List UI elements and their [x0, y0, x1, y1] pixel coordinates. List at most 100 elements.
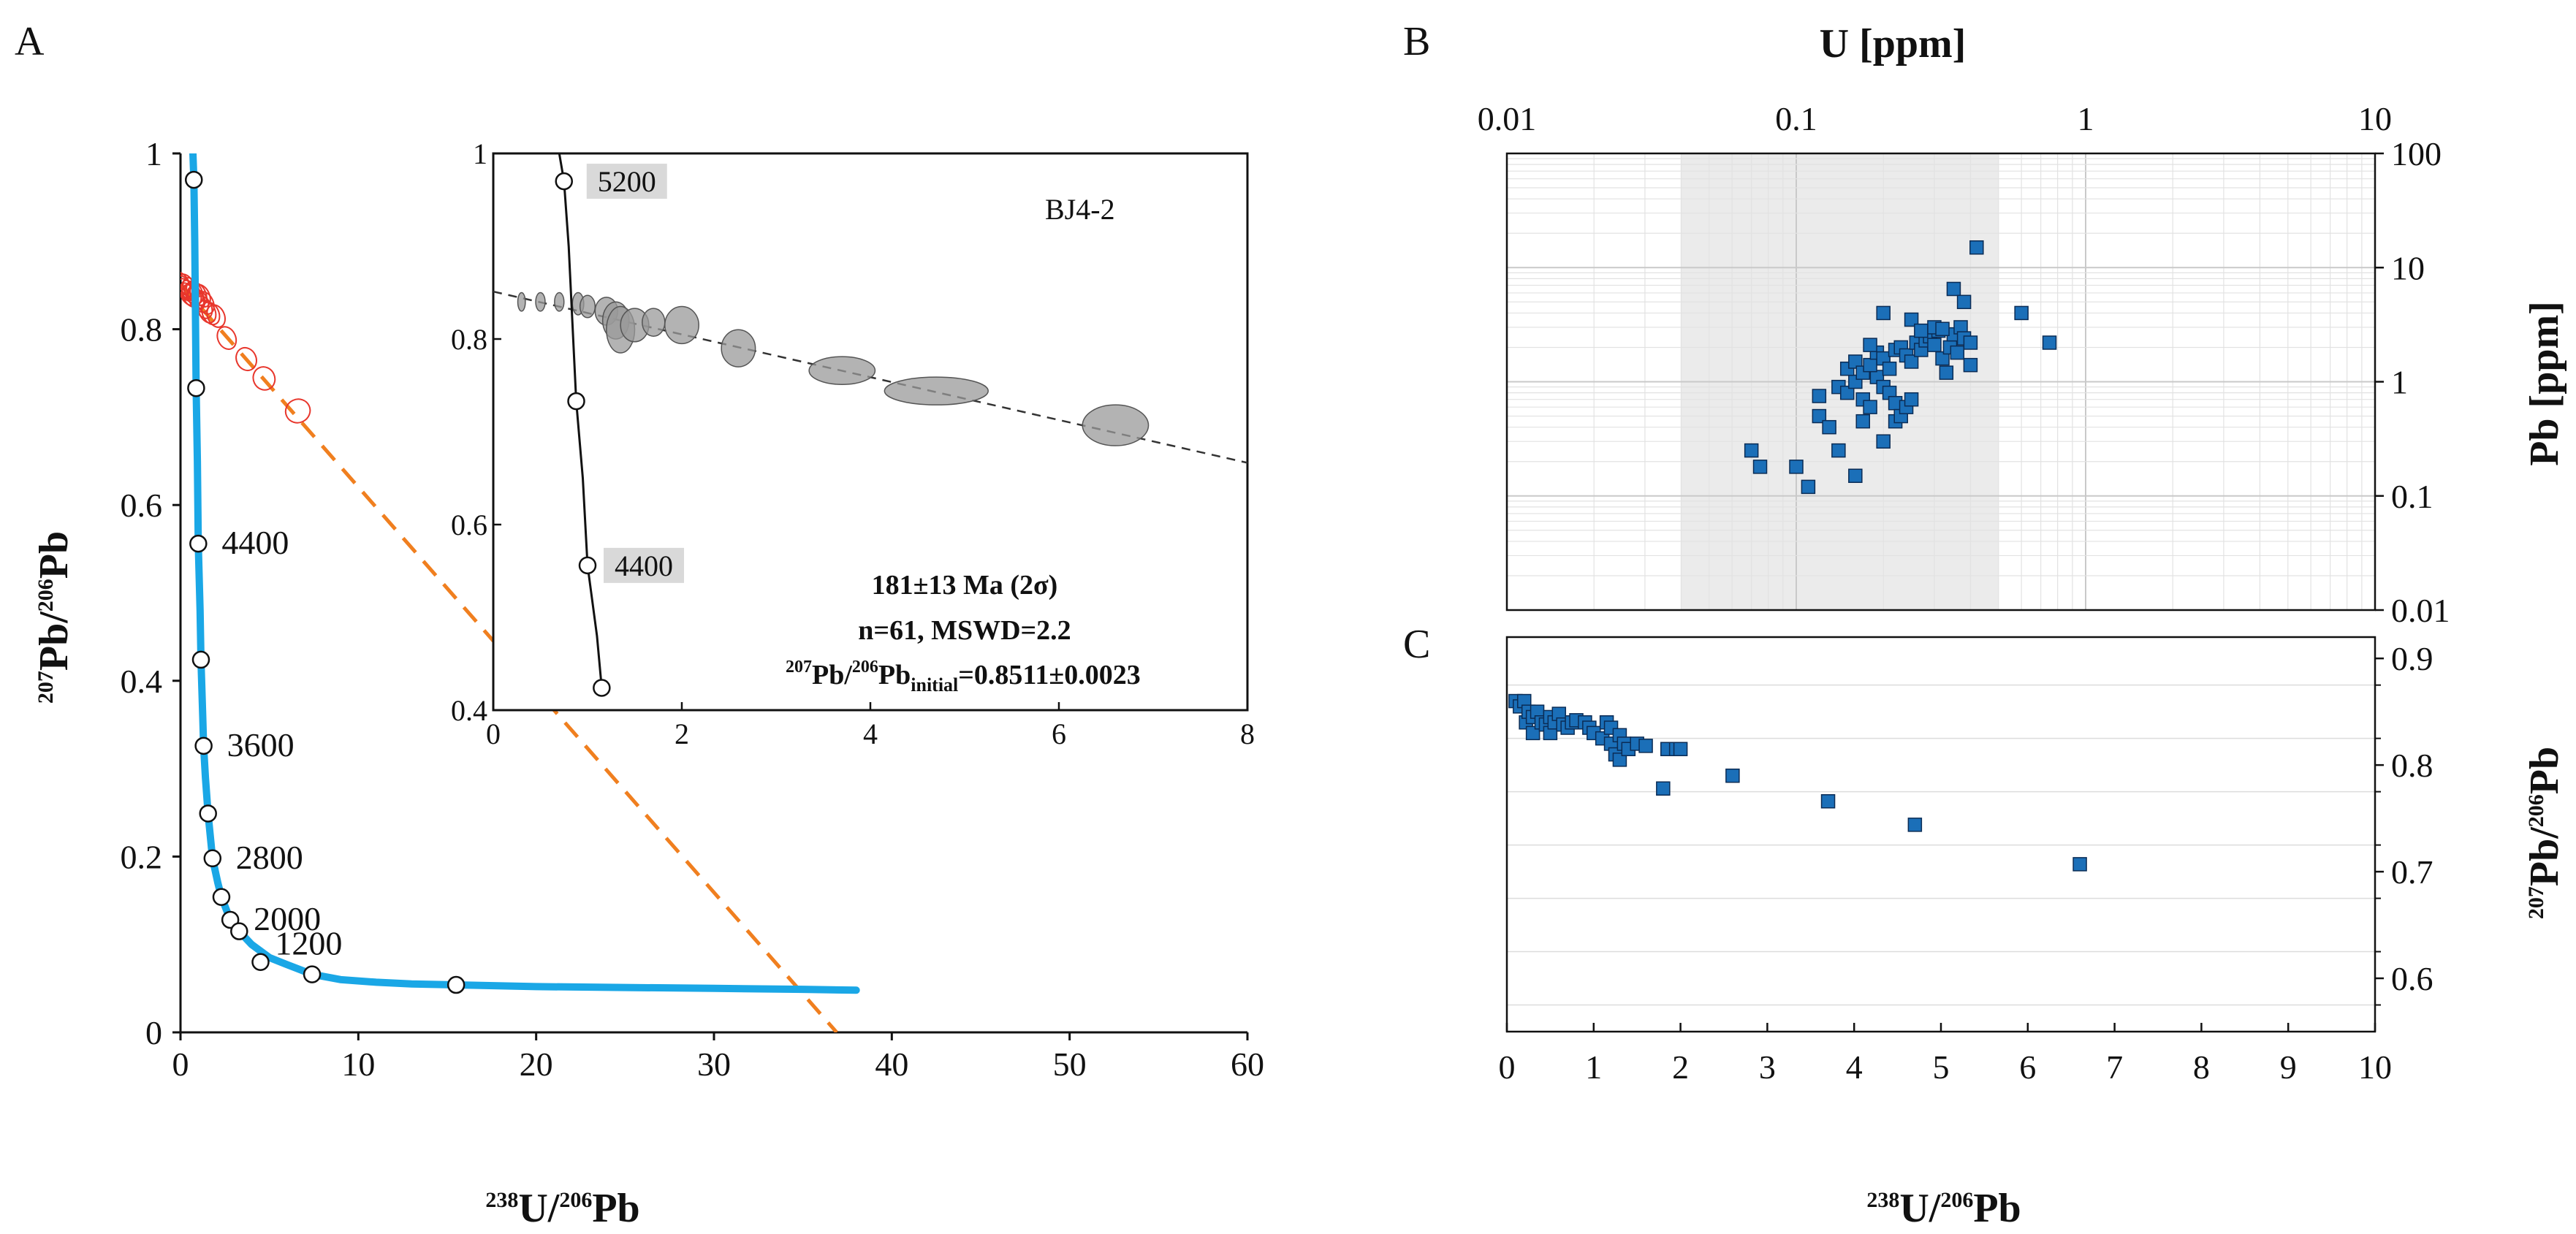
- panel-b-point: [1863, 400, 1877, 414]
- inset-data-ellipse: [536, 293, 545, 311]
- panel-a-x-tick-label: 60: [1231, 1046, 1264, 1083]
- panel-b-point: [1832, 444, 1845, 457]
- panel-c-y-tick-label: 0.8: [2391, 747, 2433, 784]
- panel-a-concordia-marker: [190, 536, 206, 552]
- inset-initial-ratio-stat: 207Pb/206Pbinitial=0.8511±0.0023: [786, 658, 1141, 696]
- panel-a-y-tick-label: 0.6: [121, 487, 163, 524]
- panel-b-x-title: U [ppm]: [1820, 21, 1967, 66]
- panel-b-point: [1915, 324, 1928, 338]
- panel-a-concordia-marker: [196, 738, 212, 754]
- inset-data-ellipse: [665, 307, 699, 344]
- panel-b-point: [1958, 295, 1971, 308]
- panel-a-concordia-markers: [186, 172, 464, 993]
- panel-c-x-tick-label: 0: [1499, 1048, 1516, 1086]
- panel-c-x-tick-label: 7: [2106, 1048, 2123, 1086]
- panel-c-x-tick-label: 1: [1585, 1048, 1602, 1086]
- inset-initial-sup-207: 207: [786, 658, 812, 677]
- panel-b-y-title: Pb [ppm]: [2522, 301, 2567, 466]
- panel-b-point: [1964, 359, 1977, 372]
- inset-data-ellipse: [809, 357, 875, 384]
- panel-c-x-tick-label: 6: [2019, 1048, 2036, 1086]
- panel-a-age-label: 3600: [227, 726, 295, 763]
- panel-b-point: [2015, 306, 2028, 319]
- panel-a-x-tick-label: 10: [341, 1046, 375, 1083]
- panel-b-point: [1950, 346, 1964, 359]
- panel-a-concordia-marker: [200, 805, 216, 821]
- panel-a-x-tick-label: 40: [875, 1046, 908, 1083]
- panel-c-y-title: 207Pb/206Pb: [2522, 747, 2567, 919]
- panel-b-x-tick-label: 0.01: [1478, 100, 1537, 137]
- inset-y-tick-label: 0.8: [451, 323, 487, 356]
- panel-b-y-tick-label: 1: [2391, 364, 2408, 401]
- inset-initial-sup-206: 206: [852, 658, 878, 677]
- panel-b-y-ticks: 100 10 1 0.1 0.01: [2375, 135, 2450, 629]
- panel-a-y-tick-label: 0.2: [121, 838, 163, 875]
- inset-concordia-marker: [580, 557, 596, 574]
- panel-a-y-tick-label: 0.8: [121, 311, 163, 349]
- panel-c-point: [2073, 858, 2086, 871]
- panel-b-point: [1877, 306, 1890, 319]
- panel-b-x-tick-label: 10: [2358, 100, 2392, 137]
- inset-x-tick-label: 6: [1052, 717, 1066, 750]
- panel-c-point: [1639, 739, 1652, 753]
- panel-a-y-ticks: 0 0.2 0.4 0.6 0.8 1: [121, 135, 181, 1051]
- inset-sample-label: BJ4-2: [1045, 193, 1115, 226]
- panel-a-age-label: 4400: [221, 524, 289, 561]
- panel-b-point: [1801, 480, 1815, 493]
- inset-x-tick-label: 4: [863, 717, 878, 750]
- panel-b-point: [1947, 282, 1960, 295]
- inset-x-tick-label: 0: [486, 717, 501, 750]
- panel-b-point: [1745, 444, 1758, 457]
- panel-b-y-tick-label: 10: [2391, 249, 2425, 286]
- panel-b-y-tick-label: 0.01: [2391, 592, 2450, 629]
- panel-a-x-tick-label: 0: [172, 1046, 189, 1083]
- panel-a-y-tick-label: 1: [145, 135, 162, 172]
- panel-c-x-tick-label: 3: [1759, 1048, 1776, 1086]
- panel-b-point: [1849, 469, 1862, 482]
- panel-b-point: [1964, 336, 1977, 349]
- panel-b-point: [2043, 336, 2056, 349]
- panel-b-point: [1863, 359, 1877, 372]
- panel-a-x-tick-label: 20: [520, 1046, 553, 1083]
- inset-concordia-marker: [569, 393, 585, 409]
- panel-c-point: [1726, 769, 1739, 782]
- inset-data-ellipse: [884, 377, 988, 405]
- panel-c-x-tick-label: 4: [1846, 1048, 1863, 1086]
- panel-b-x-ticks: 0.01 0.1 1 10: [1478, 100, 2392, 137]
- panel-b-y-tick-label: 0.1: [2391, 478, 2433, 515]
- panel-a-age-label: 2800: [236, 839, 303, 876]
- panel-c-x-tick-label: 2: [1672, 1048, 1689, 1086]
- inset-initial-value: =0.8511±0.0023: [958, 660, 1140, 690]
- panel-c-y-tick-label: 0.9: [2391, 640, 2433, 677]
- panel-a-y-tick-label: 0: [145, 1014, 162, 1051]
- panel-b-point: [1812, 389, 1825, 403]
- panel-a-x-title: 238U/206Pb: [485, 1186, 639, 1231]
- panel-c-y-ticks: 0.90.80.70.6: [2375, 640, 2433, 1005]
- inset-age-label: 4400: [615, 549, 673, 582]
- panel-c: C 0 1 2 3 4 5 6 7 8 9 10 0.90.80.70.6 238U/206Pb 2…: [1403, 622, 2567, 1231]
- panel-c-x-tick-label: 5: [1933, 1048, 1950, 1086]
- inset-age-stat: 181±13 Ma (2σ): [872, 570, 1058, 601]
- panel-b-point: [1790, 460, 1803, 473]
- inset-data-ellipse: [555, 293, 564, 311]
- panel-b-point: [1754, 460, 1767, 473]
- panel-b-x-tick-label: 0.1: [1775, 100, 1817, 137]
- inset-data-ellipse: [580, 295, 596, 317]
- panel-c-x-title: 238U/206Pb: [1866, 1186, 2021, 1231]
- panel-a-concordia-marker: [188, 380, 204, 396]
- panel-b-x-tick-label: 1: [2078, 100, 2094, 137]
- panel-a-age-label: 1200: [275, 925, 342, 962]
- panel-b: B U [ppm] Pb [ppm] 0.01 0.1 1 10 1001010.10…: [1403, 19, 2567, 629]
- panel-a: A 0 10 20 30 40 50 60 00.20.40.60.81 440036002…: [15, 19, 1264, 1231]
- panel-c-x-tick-label: 9: [2280, 1048, 2297, 1086]
- panel-b-letter: B: [1403, 19, 1430, 64]
- panel-b-point: [1939, 366, 1953, 379]
- panel-c-y-tick-label: 0.7: [2391, 853, 2433, 891]
- inset-data-ellipse: [721, 330, 755, 367]
- panel-a-y-title: 207Pb/206Pb: [31, 531, 77, 704]
- panel-b-point: [1970, 241, 1983, 254]
- panel-a-inset: 5200 4400 0 2 4 6 8 0.4 0.6 0.8 1 BJ4-2 181±13 M…: [451, 137, 1255, 750]
- panel-a-concordia-marker: [205, 850, 221, 867]
- panel-c-point: [1908, 818, 1921, 831]
- inset-initial-pb-slash: Pb/: [812, 660, 852, 690]
